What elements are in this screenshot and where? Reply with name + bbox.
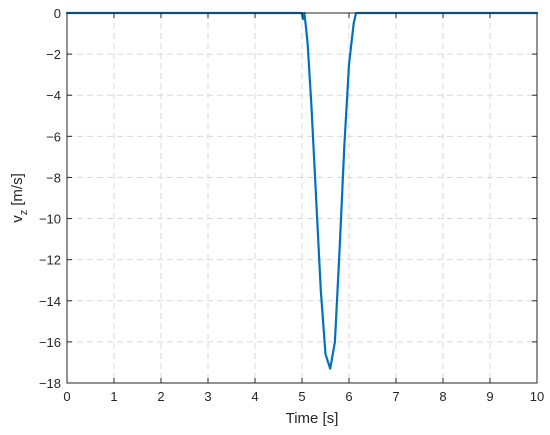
x-tick-label: 1 [110,389,117,404]
y-tick-label: −10 [39,212,61,227]
y-tick-label: −8 [46,170,61,185]
y-tick-label: −12 [39,253,61,268]
x-tick-label: 6 [345,389,352,404]
y-tick-label: −14 [39,294,61,309]
x-tick-labels: 0 1 2 3 4 5 6 7 8 9 10 [63,389,544,404]
y-tick-label: −18 [39,376,61,391]
y-axis-label-unit: [m/s] [9,173,26,206]
x-tick-label: 7 [392,389,399,404]
x-tick-label: 9 [486,389,493,404]
x-axis-label: Time [s] [286,410,339,427]
y-axis-label-main: v [9,215,26,223]
grid [67,13,537,383]
y-tick-label: −4 [46,88,61,103]
x-tick-label: 5 [298,389,305,404]
ticks [66,12,538,384]
x-tick-label: 4 [251,389,258,404]
x-tick-label: 3 [204,389,211,404]
y-axis-label: vz [m/s] [9,173,30,223]
x-tick-label: 8 [439,389,446,404]
y-tick-label: −2 [46,47,61,62]
y-axis-label-subscript: z [18,210,30,216]
y-tick-label: −16 [39,335,61,350]
y-tick-labels: 0 −2 −4 −6 −8 −10 −12 −14 −16 −18 [39,6,61,391]
x-tick-label: 0 [63,389,70,404]
x-tick-label: 2 [157,389,164,404]
x-tick-label: 10 [530,389,544,404]
y-tick-label: −6 [46,129,61,144]
y-tick-label: 0 [54,6,61,21]
